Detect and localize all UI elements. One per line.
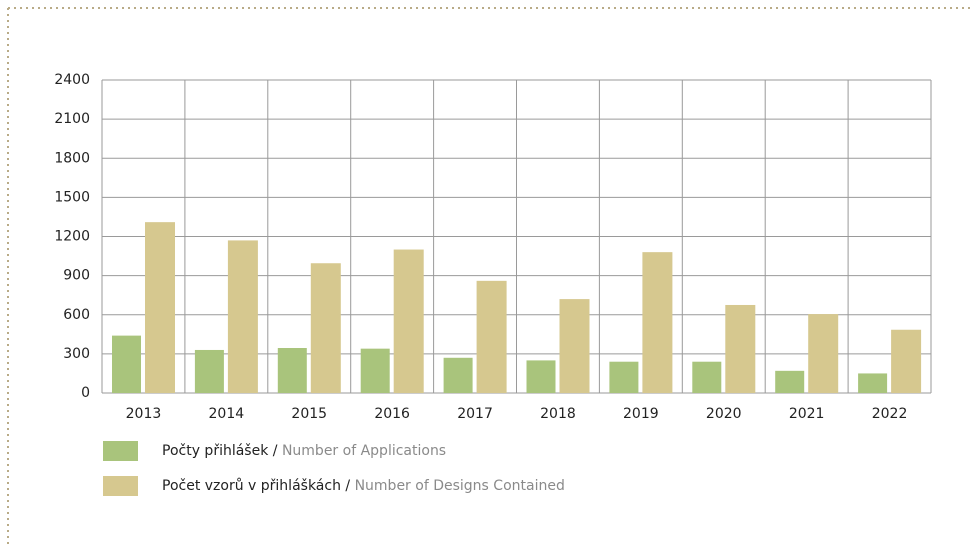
legend-swatch	[103, 476, 138, 496]
y-tick-label: 2400	[54, 72, 90, 88]
legend-separator: /	[273, 443, 278, 459]
bar	[526, 360, 556, 393]
x-tick-label: 2013	[126, 406, 162, 422]
x-tick-label: 2020	[706, 406, 742, 422]
bar	[609, 361, 639, 393]
y-tick-label: 1500	[54, 189, 90, 205]
legend-label: Počty přihlášek / Number of Applications	[162, 443, 446, 459]
y-tick-label: 0	[81, 385, 90, 401]
legend-translation: Number of Applications	[282, 443, 446, 459]
bar	[443, 357, 473, 393]
bar	[725, 304, 756, 393]
legend-name: Počty přihlášek	[162, 443, 269, 459]
x-tick-label: 2018	[540, 406, 576, 422]
y-tick-label: 900	[63, 268, 90, 284]
bar	[559, 299, 590, 393]
legend-label: Počet vzorů v přihláškách / Number of De…	[162, 478, 565, 494]
bar	[112, 335, 141, 393]
x-tick-label: 2022	[872, 406, 908, 422]
x-tick-label: 2021	[789, 406, 825, 422]
y-tick-label: 2100	[54, 111, 90, 127]
bar	[393, 249, 424, 393]
bar	[227, 240, 258, 393]
bar	[145, 222, 175, 393]
legend-separator: /	[345, 478, 350, 494]
x-tick-label: 2016	[374, 406, 410, 422]
x-tick-label: 2017	[457, 406, 493, 422]
bar	[476, 280, 507, 393]
y-tick-label: 300	[63, 346, 90, 362]
bar	[808, 314, 839, 393]
y-tick-label: 1800	[54, 150, 90, 166]
bar	[277, 348, 307, 393]
y-tick-label: 1200	[54, 229, 90, 245]
x-tick-label: 2019	[623, 406, 659, 422]
bar	[891, 329, 922, 393]
x-tick-label: 2014	[209, 406, 245, 422]
bar	[692, 361, 722, 393]
bar	[858, 373, 888, 393]
bar	[310, 263, 341, 393]
bar	[642, 252, 673, 393]
bar	[360, 348, 390, 393]
legend-name: Počet vzorů v přihláškách	[162, 478, 341, 494]
y-tick-label: 600	[63, 307, 90, 323]
x-tick-label: 2015	[291, 406, 327, 422]
bar	[194, 349, 224, 393]
legend-translation: Number of Designs Contained	[355, 478, 565, 494]
legend-swatch	[103, 441, 138, 461]
bar	[775, 370, 805, 393]
